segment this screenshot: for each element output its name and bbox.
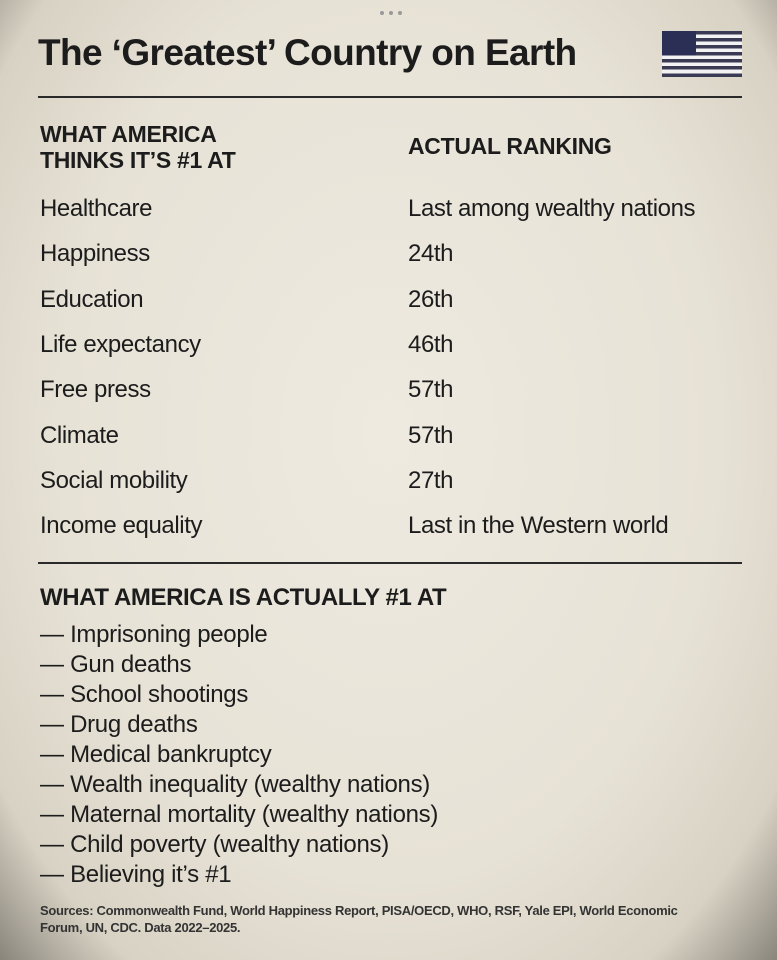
list-item: — Medical bankruptcy	[40, 741, 272, 768]
list-item: — Drug deaths	[40, 711, 198, 738]
row-label: Climate	[40, 421, 119, 449]
row-value: 57th	[408, 421, 454, 449]
row-value: 27th	[408, 466, 454, 494]
list-item: — Believing it’s #1	[40, 861, 232, 888]
list-item: — Imprisoning people	[40, 621, 268, 648]
row-label: Education	[40, 285, 144, 313]
us-flag	[662, 31, 742, 77]
row-value: 57th	[408, 376, 454, 404]
column-header: WHAT AMERICA THINKS IT’S #1 AT	[40, 121, 236, 173]
column-header: ACTUAL RANKING	[408, 133, 612, 159]
list-item: — Child poverty (wealthy nations)	[40, 831, 389, 858]
list-item: — Maternal mortality (wealthy nations)	[40, 801, 439, 828]
list-item: — Wealth inequality (wealthy nations)	[40, 771, 430, 798]
sources: Sources: Commonwealth Fund, World Happin…	[40, 903, 678, 935]
divider	[38, 96, 742, 98]
row-value: Last among wealthy nations	[408, 195, 696, 222]
title: The ‘Greatest’ Country on Earth	[38, 32, 577, 73]
row-value: 26th	[408, 285, 454, 313]
row-value: 24th	[408, 240, 454, 268]
list-item: — Gun deaths	[40, 651, 192, 678]
row-label: Life expectancy	[40, 330, 201, 358]
row-label: Happiness	[40, 240, 150, 268]
menu-dots	[380, 11, 402, 15]
row-label: Free press	[40, 376, 151, 404]
section-heading: WHAT AMERICA IS ACTUALLY #1 AT	[40, 584, 447, 611]
row-label: Social mobility	[40, 466, 188, 494]
list-item: — School shootings	[40, 681, 249, 708]
row-value: Last in the Western world	[408, 512, 669, 540]
row-value: 46th	[408, 330, 454, 358]
row-label: Income equality	[40, 512, 203, 540]
divider	[38, 562, 742, 564]
row-label: Healthcare	[40, 195, 153, 222]
